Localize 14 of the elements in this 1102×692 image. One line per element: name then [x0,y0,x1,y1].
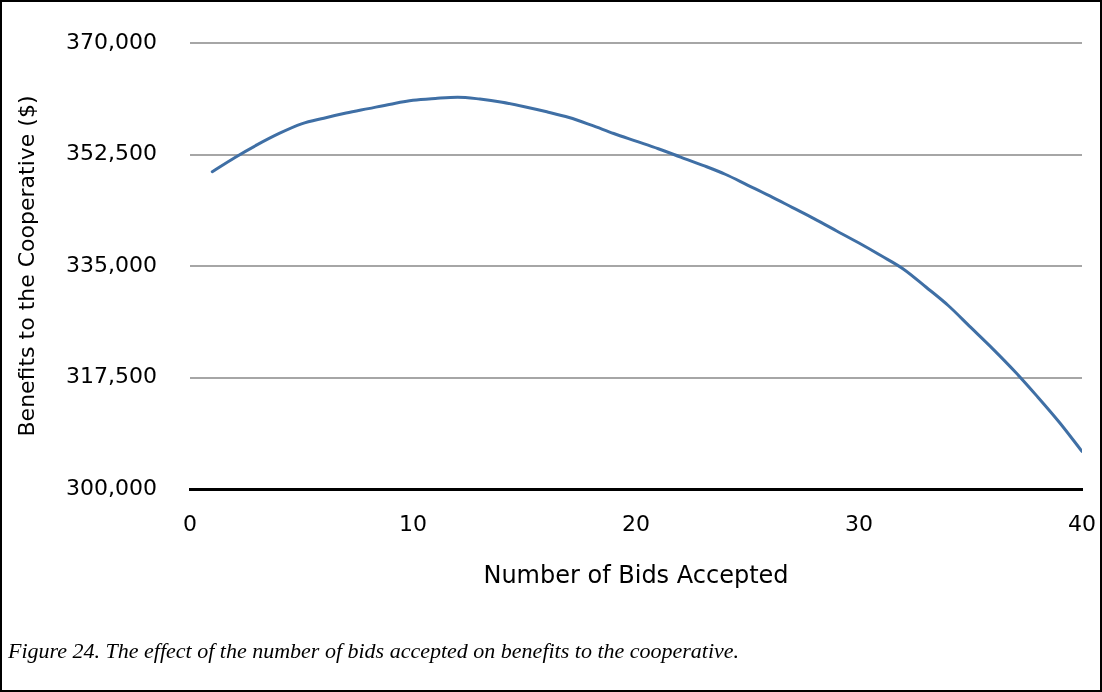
y-tick-label: 352,500 [66,140,157,166]
y-tick-label: 300,000 [66,474,157,500]
y-tick-label: 335,000 [66,251,157,277]
caption: Figure 24. The effect of the number of bids accepted on benefits to the cooperative. [8,638,740,664]
x-tick-label: 40 [1068,510,1096,536]
x-axis-title: Number of Bids Accepted [483,560,789,589]
line-series [210,95,1082,453]
x-tick-label: 0 [183,510,197,536]
y-axis-title: Benefits to the Cooperative ($) [13,95,39,437]
y-tick-label: 370,000 [66,28,157,54]
x-tick-label: 10 [399,510,427,536]
y-tick-label: 317,500 [66,363,157,389]
x-tick-label: 20 [622,510,650,536]
x-tick-label: 30 [845,510,873,536]
